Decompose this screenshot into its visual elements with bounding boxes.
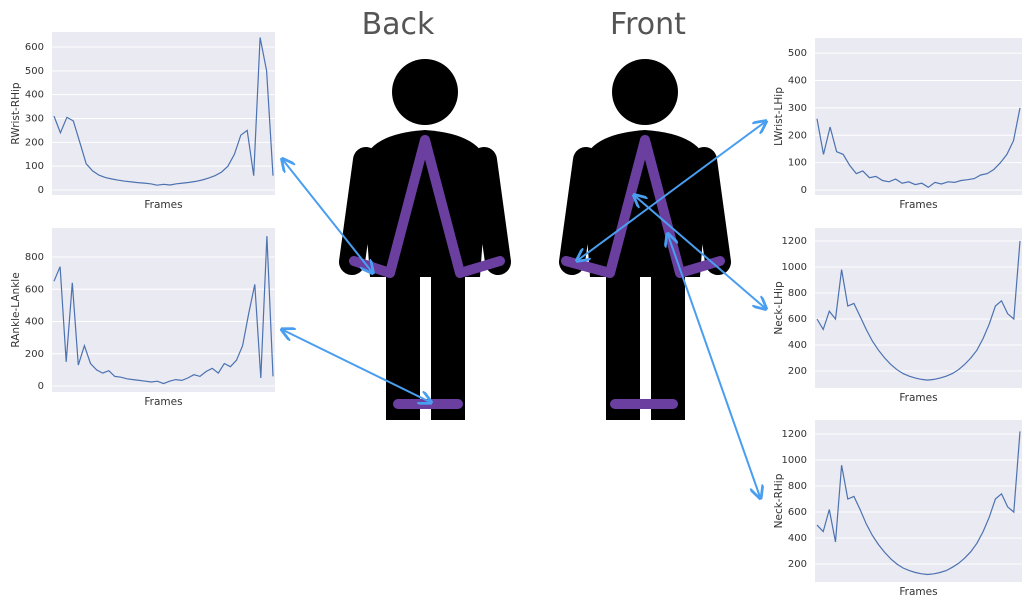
- y-tick-label: 500: [25, 66, 44, 77]
- y-tick-label: 300: [25, 114, 44, 125]
- y-tick-label: 600: [788, 507, 807, 518]
- line-chart: 200 400 600 800 1000 1200 Frames Neck-LHip: [773, 228, 1022, 404]
- y-tick-label: 0: [38, 381, 44, 392]
- y-tick-label: 100: [788, 158, 807, 169]
- x-axis-label: Frames: [899, 199, 937, 211]
- y-axis-label: LWrist-LHip: [773, 87, 785, 146]
- line-chart: 0 200 400 600 800 Frames RAnkle-LAnkle: [10, 228, 275, 408]
- x-axis-label: Frames: [899, 586, 937, 597]
- y-tick-label: 200: [788, 559, 807, 570]
- front-label: Front: [610, 7, 686, 42]
- plot-area: [52, 228, 275, 392]
- y-axis-label: Neck-RHip: [773, 473, 785, 528]
- y-tick-label: 200: [788, 366, 807, 377]
- data-line: [53, 236, 274, 385]
- y-tick-label: 800: [25, 252, 44, 263]
- y-axis-label: RWrist-RHip: [10, 82, 22, 144]
- line-chart: 0 100 200 300 400 500 Frames LWrist-LHip: [773, 38, 1022, 211]
- front-figure: [559, 59, 731, 420]
- x-axis-label: Frames: [144, 199, 182, 211]
- back-label: Back: [362, 7, 435, 42]
- y-tick-label: 1000: [782, 455, 807, 466]
- x-axis-label: Frames: [144, 396, 182, 408]
- y-tick-label: 400: [788, 533, 807, 544]
- plot-area: [815, 38, 1022, 195]
- y-axis-label: Neck-LHip: [773, 281, 785, 335]
- y-tick-label: 200: [788, 130, 807, 141]
- y-tick-label: 100: [25, 161, 44, 172]
- y-tick-label: 1200: [782, 429, 807, 440]
- y-tick-label: 200: [25, 349, 44, 360]
- plot-area: [815, 420, 1022, 582]
- y-tick-label: 400: [25, 90, 44, 101]
- arrows: [283, 122, 765, 497]
- plot-area: [815, 228, 1022, 388]
- y-tick-label: 0: [38, 185, 44, 196]
- y-tick-label: 400: [25, 317, 44, 328]
- data-line: [816, 107, 1021, 189]
- y-tick-label: 600: [25, 284, 44, 295]
- plot-area: [52, 32, 275, 195]
- y-axis-label: RAnkle-LAnkle: [10, 272, 22, 347]
- y-tick-label: 1200: [782, 236, 807, 247]
- x-axis-label: Frames: [899, 392, 937, 404]
- y-tick-label: 800: [788, 481, 807, 492]
- y-tick-label: 300: [788, 103, 807, 114]
- line-chart: 0 100 200 300 400 500 600 Frames RWrist-RHip: [10, 32, 275, 211]
- data-line: [816, 431, 1021, 576]
- y-tick-label: 600: [25, 42, 44, 53]
- data-line: [816, 240, 1021, 381]
- y-tick-label: 500: [788, 48, 807, 59]
- data-line: [53, 37, 274, 186]
- y-tick-label: 400: [788, 340, 807, 351]
- y-tick-label: 0: [801, 185, 807, 196]
- y-tick-label: 200: [25, 137, 44, 148]
- y-tick-label: 800: [788, 288, 807, 299]
- y-tick-label: 1000: [782, 262, 807, 273]
- y-tick-label: 400: [788, 75, 807, 86]
- back-figure: [339, 59, 511, 420]
- line-chart: 200 400 600 800 1000 1200 Frames Neck-RHip: [773, 420, 1022, 597]
- y-tick-label: 600: [788, 314, 807, 325]
